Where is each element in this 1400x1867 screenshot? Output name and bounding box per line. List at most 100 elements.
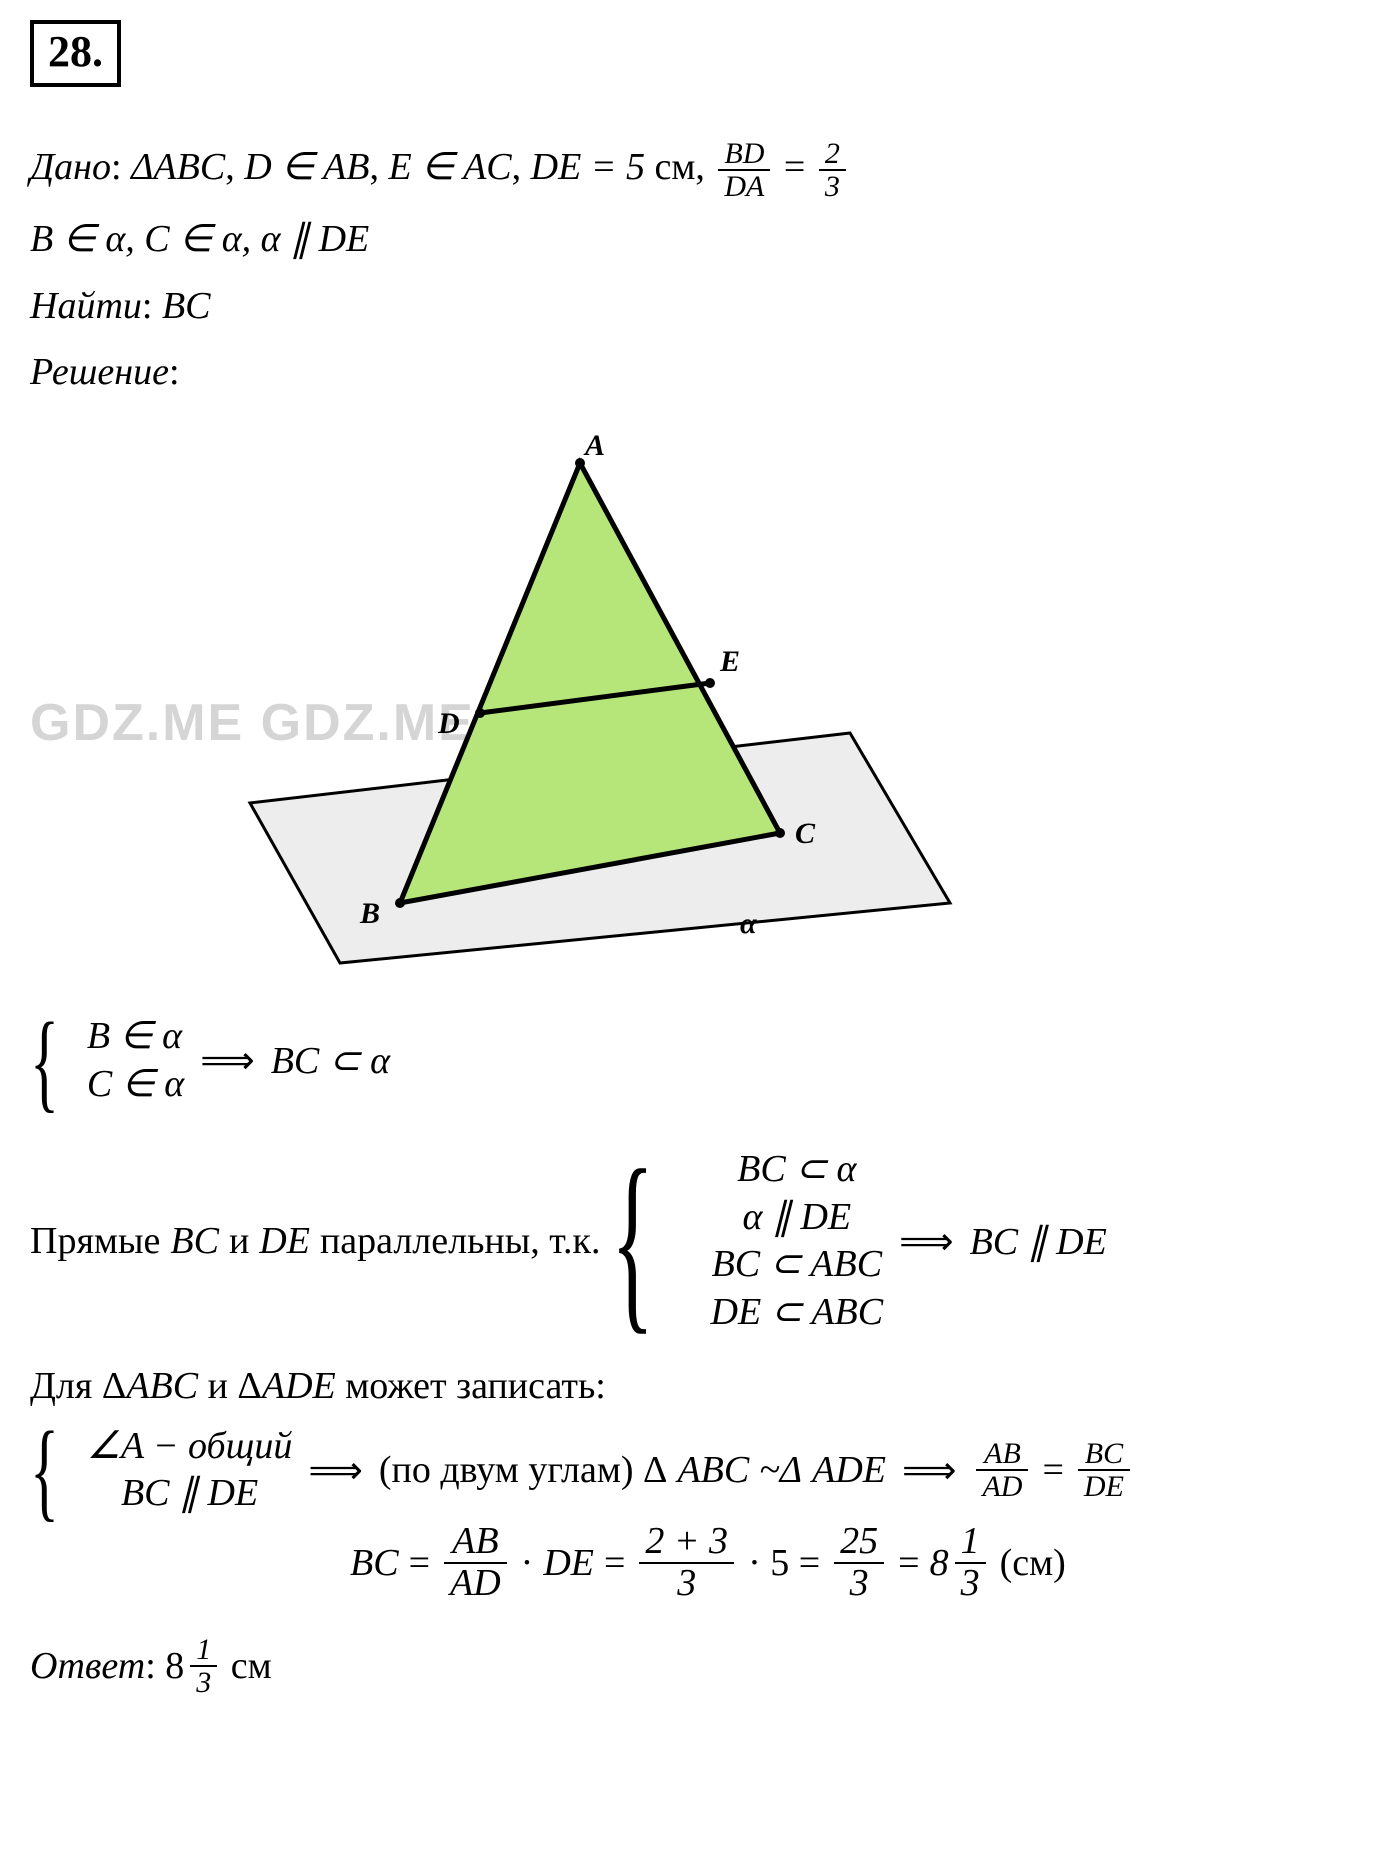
mixed-frac: 1 3 bbox=[955, 1522, 986, 1604]
answer-line: Ответ: 8 1 3 см bbox=[30, 1634, 1370, 1699]
double-arrow-1: ⟹ bbox=[194, 1038, 260, 1083]
step4-line: { ∠A − общий BC ∥ DE ⟹ (по двум углам) Δ… bbox=[30, 1423, 1370, 1518]
step3-p2: может записать: bbox=[336, 1365, 606, 1407]
brace-icon-3: { bbox=[30, 1426, 59, 1514]
diagram-container: GDZ.ME GDZ.ME GDZ.ME A B C D E α bbox=[180, 433, 1000, 973]
step4-row1: ∠A − общий bbox=[87, 1423, 293, 1471]
step4-row2: BC ∥ DE bbox=[87, 1470, 293, 1518]
step2-brace-group: { BC ⊂ α α ∥ DE BC ⊂ ABC DE ⊂ ABC bbox=[611, 1146, 884, 1336]
label-a: A bbox=[583, 433, 605, 462]
colon-4: : bbox=[145, 1645, 156, 1687]
frac-25-3-den: 3 bbox=[834, 1564, 884, 1604]
answer-mixed: 8 1 3 bbox=[165, 1634, 221, 1699]
step4-rows: ∠A − общий BC ∥ DE bbox=[87, 1423, 293, 1518]
step1-system: { B ∈ α C ∈ α ⟹ BC ⊂ α bbox=[30, 1013, 1370, 1108]
answer-label: Ответ bbox=[30, 1645, 145, 1687]
mixed-8-1-3: 8 1 3 bbox=[930, 1522, 990, 1604]
find-label: Найти bbox=[30, 285, 142, 327]
frac-5-3-num: 2 + 3 bbox=[639, 1522, 734, 1564]
final-eq1: = bbox=[409, 1541, 430, 1585]
step4-abc: ABC bbox=[677, 1448, 749, 1492]
double-arrow-2: ⟹ bbox=[893, 1219, 959, 1264]
final-unit: (см) bbox=[1000, 1541, 1066, 1585]
frac-2-3-num: 2 bbox=[819, 138, 846, 172]
d-in-ab: D ∈ AB bbox=[244, 146, 369, 188]
step2-row1: BC ⊂ α bbox=[711, 1146, 884, 1194]
label-b: B bbox=[359, 897, 380, 930]
given-line-2: B ∈ α, C ∈ α, α ∥ DE bbox=[30, 209, 1370, 270]
frac-bc-de-num: BC bbox=[1078, 1438, 1130, 1472]
frac-2-3-den: 3 bbox=[819, 171, 846, 203]
step1-row1: B ∈ α bbox=[87, 1013, 184, 1061]
problem-number: 28. bbox=[48, 27, 103, 76]
final-dot5: · 5 = bbox=[748, 1541, 820, 1585]
given-label: Дано bbox=[30, 146, 111, 188]
eq-1: = bbox=[784, 146, 815, 188]
final-eq2: = bbox=[604, 1541, 625, 1585]
solution-label: Решение bbox=[30, 351, 169, 393]
step2-conclusion: BC ∥ DE bbox=[970, 1219, 1107, 1264]
final-de: DE bbox=[543, 1541, 594, 1585]
mixed-num: 1 bbox=[955, 1522, 986, 1564]
step2-row2: α ∥ DE bbox=[711, 1194, 884, 1242]
frac-ab-ad-2: AB AD bbox=[444, 1522, 507, 1604]
step3-abc: ABC bbox=[126, 1365, 198, 1407]
colon-3: : bbox=[169, 351, 180, 393]
frac-bd-da: BD DA bbox=[718, 138, 770, 203]
cm-1: см, bbox=[645, 146, 705, 188]
comma-1: , bbox=[225, 146, 244, 188]
step2-bc: BC bbox=[170, 1219, 219, 1263]
step2-parallel-text: параллельны, т.к. bbox=[320, 1219, 601, 1263]
frac-ab-ad: AB AD bbox=[976, 1438, 1028, 1503]
final-equation: BC = AB AD · DE = 2 + 3 3 · 5 = 25 3 = 8… bbox=[350, 1522, 1370, 1604]
frac-bd-da-den: DA bbox=[718, 171, 770, 203]
de-eq-5: DE = 5 bbox=[531, 146, 645, 188]
point-c bbox=[775, 828, 785, 838]
step4-ade: ADE bbox=[812, 1448, 886, 1492]
step1-row2: C ∈ α bbox=[87, 1061, 184, 1109]
final-eq3: = bbox=[898, 1541, 919, 1585]
step1-brace-group: { B ∈ α C ∈ α bbox=[30, 1013, 184, 1108]
point-a bbox=[575, 458, 585, 468]
frac-ab-ad-den: AD bbox=[976, 1471, 1028, 1503]
frac-ab-ad-num: AB bbox=[976, 1438, 1028, 1472]
step4-mid: (по двум углам) Δ bbox=[379, 1448, 668, 1492]
geometry-diagram: A B C D E α bbox=[180, 433, 1000, 973]
step2-row3: BC ⊂ ABC bbox=[711, 1241, 884, 1289]
frac-25-3: 25 3 bbox=[834, 1522, 884, 1604]
comma-2: , bbox=[369, 146, 388, 188]
step2-de: DE bbox=[259, 1219, 310, 1263]
step2-line: Прямые BC и DE параллельны, т.к. { BC ⊂ … bbox=[30, 1146, 1370, 1336]
step4-brace-group: { ∠A − общий BC ∥ DE bbox=[30, 1423, 292, 1518]
solution-label-line: Решение: bbox=[30, 342, 1370, 403]
delta-1: Δ bbox=[131, 146, 153, 188]
colon-1: : bbox=[111, 146, 122, 188]
brace-icon: { bbox=[30, 1017, 59, 1105]
step3-intro-line: Для ΔABC и ΔADE может записать: bbox=[30, 1356, 1370, 1417]
eq-2: = bbox=[1042, 1448, 1063, 1492]
frac-5-3-den: 3 bbox=[639, 1564, 734, 1604]
brace-icon-2: { bbox=[611, 1161, 654, 1321]
frac-ab-ad-2-num: AB bbox=[444, 1522, 507, 1564]
final-dot: · bbox=[521, 1541, 534, 1585]
step1-rows: B ∈ α C ∈ α bbox=[87, 1013, 184, 1108]
step1-conclusion: BC ⊂ α bbox=[271, 1038, 390, 1083]
point-b bbox=[395, 898, 405, 908]
frac-25-3-num: 25 bbox=[834, 1522, 884, 1564]
label-d: D bbox=[437, 707, 460, 740]
frac-2-3: 2 3 bbox=[819, 138, 846, 203]
step2-and: и bbox=[229, 1219, 249, 1263]
find-line: Найти: BC bbox=[30, 276, 1370, 337]
problem-number-box: 28. bbox=[30, 20, 121, 87]
answer-whole: 8 bbox=[165, 1636, 184, 1697]
triangle-abc bbox=[400, 463, 780, 903]
answer-frac: 1 3 bbox=[190, 1634, 217, 1699]
step4-sim: ~Δ bbox=[759, 1448, 802, 1492]
label-c: C bbox=[795, 817, 816, 850]
given-line-2-text: B ∈ α, C ∈ α, α ∥ DE bbox=[30, 218, 369, 260]
colon-2: : bbox=[142, 285, 153, 327]
answer-frac-den: 3 bbox=[190, 1667, 217, 1699]
step3-p1: Для Δ bbox=[30, 1365, 126, 1407]
page: 28. Дано: ΔABC, D ∈ AB, E ∈ AC, DE = 5 с… bbox=[0, 0, 1400, 1867]
frac-bd-da-num: BD bbox=[718, 138, 770, 172]
